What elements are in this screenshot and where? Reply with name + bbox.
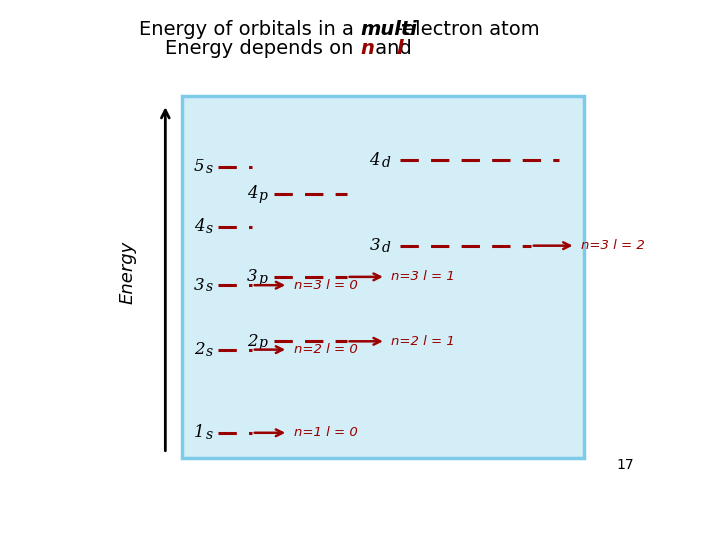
Text: d: d [382, 156, 390, 170]
Text: n=2 l = 0: n=2 l = 0 [294, 343, 357, 356]
Text: s: s [205, 428, 212, 442]
FancyBboxPatch shape [182, 96, 584, 458]
Text: n=3 l = 1: n=3 l = 1 [392, 271, 455, 284]
Text: Energy: Energy [119, 241, 137, 305]
Text: 3: 3 [369, 237, 380, 254]
Text: l: l [397, 39, 403, 58]
Text: n=1 l = 0: n=1 l = 0 [294, 426, 357, 439]
Text: n=3 l = 2: n=3 l = 2 [581, 239, 645, 252]
Text: p: p [258, 336, 267, 350]
Text: s: s [205, 162, 212, 176]
Text: Energy depends on: Energy depends on [166, 39, 360, 58]
Text: 2: 2 [247, 333, 258, 350]
Text: multi: multi [360, 20, 417, 39]
Text: p: p [258, 272, 267, 286]
Text: -electron atom: -electron atom [396, 20, 539, 39]
Text: s: s [205, 345, 212, 359]
Text: n=2 l = 1: n=2 l = 1 [392, 335, 455, 348]
Text: 4: 4 [369, 152, 380, 169]
Text: 5: 5 [194, 158, 204, 175]
Text: Energy of orbitals in a: Energy of orbitals in a [139, 20, 360, 39]
Text: 4: 4 [194, 219, 204, 235]
Text: 3: 3 [194, 276, 204, 294]
Text: 3: 3 [247, 268, 258, 285]
Text: 4: 4 [247, 185, 258, 202]
Text: p: p [258, 189, 267, 203]
Text: s: s [205, 222, 212, 236]
Text: and: and [369, 39, 418, 58]
Text: n=3 l = 0: n=3 l = 0 [294, 279, 357, 292]
Text: d: d [382, 241, 390, 255]
Text: 2: 2 [194, 341, 204, 358]
Text: s: s [205, 280, 212, 294]
Text: 1: 1 [194, 424, 204, 441]
Text: n: n [360, 39, 374, 58]
Text: 17: 17 [616, 458, 634, 472]
